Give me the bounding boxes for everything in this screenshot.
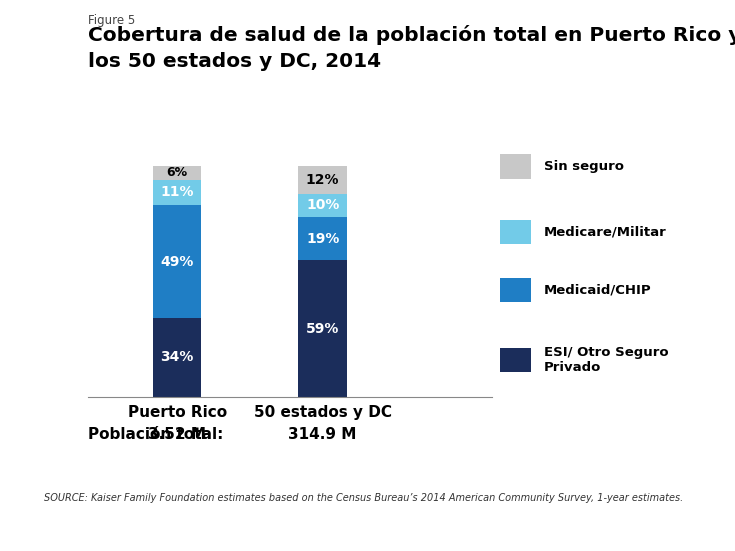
FancyBboxPatch shape [500, 348, 531, 372]
FancyBboxPatch shape [500, 278, 531, 302]
Text: 314.9 M: 314.9 M [288, 427, 357, 442]
Text: KAISER: KAISER [644, 507, 698, 520]
Text: 3.52 M: 3.52 M [148, 427, 206, 442]
Text: Medicaid/CHIP: Medicaid/CHIP [544, 284, 651, 296]
Text: FAMILY: FAMILY [649, 520, 692, 530]
Text: Figure 5: Figure 5 [88, 14, 135, 27]
Bar [153, 318, 201, 397]
Text: FOUNDATION: FOUNDATION [648, 533, 694, 538]
Text: THE HENRY J.: THE HENRY J. [648, 499, 694, 504]
Text: 6%: 6% [167, 166, 187, 179]
Text: Cobertura de salud de la población total en Puerto Rico y: Cobertura de salud de la población total… [88, 25, 735, 45]
Text: 49%: 49% [160, 255, 194, 269]
Bar [298, 261, 347, 397]
Text: 12%: 12% [306, 172, 340, 187]
FancyBboxPatch shape [500, 154, 531, 179]
Bar [298, 193, 347, 217]
Text: Medicare/Militar: Medicare/Militar [544, 225, 667, 239]
Text: SOURCE: Kaiser Family Foundation estimates based on the Census Bureau’s 2014 Ame: SOURCE: Kaiser Family Foundation estimat… [44, 493, 684, 503]
Text: 10%: 10% [306, 198, 340, 212]
Text: Sin seguro: Sin seguro [544, 160, 624, 173]
Bar [153, 205, 201, 318]
Bar [298, 166, 347, 193]
Text: 59%: 59% [306, 322, 340, 336]
Bar [298, 217, 347, 261]
Text: ESI/ Otro Seguro
Privado: ESI/ Otro Seguro Privado [544, 347, 669, 374]
Text: 19%: 19% [306, 231, 340, 246]
Text: Población total:: Población total: [88, 427, 223, 442]
Text: 34%: 34% [160, 350, 194, 364]
FancyBboxPatch shape [500, 220, 531, 244]
Text: 11%: 11% [160, 185, 194, 199]
Text: los 50 estados y DC, 2014: los 50 estados y DC, 2014 [88, 52, 381, 71]
Bar [153, 166, 201, 180]
Bar [153, 180, 201, 205]
